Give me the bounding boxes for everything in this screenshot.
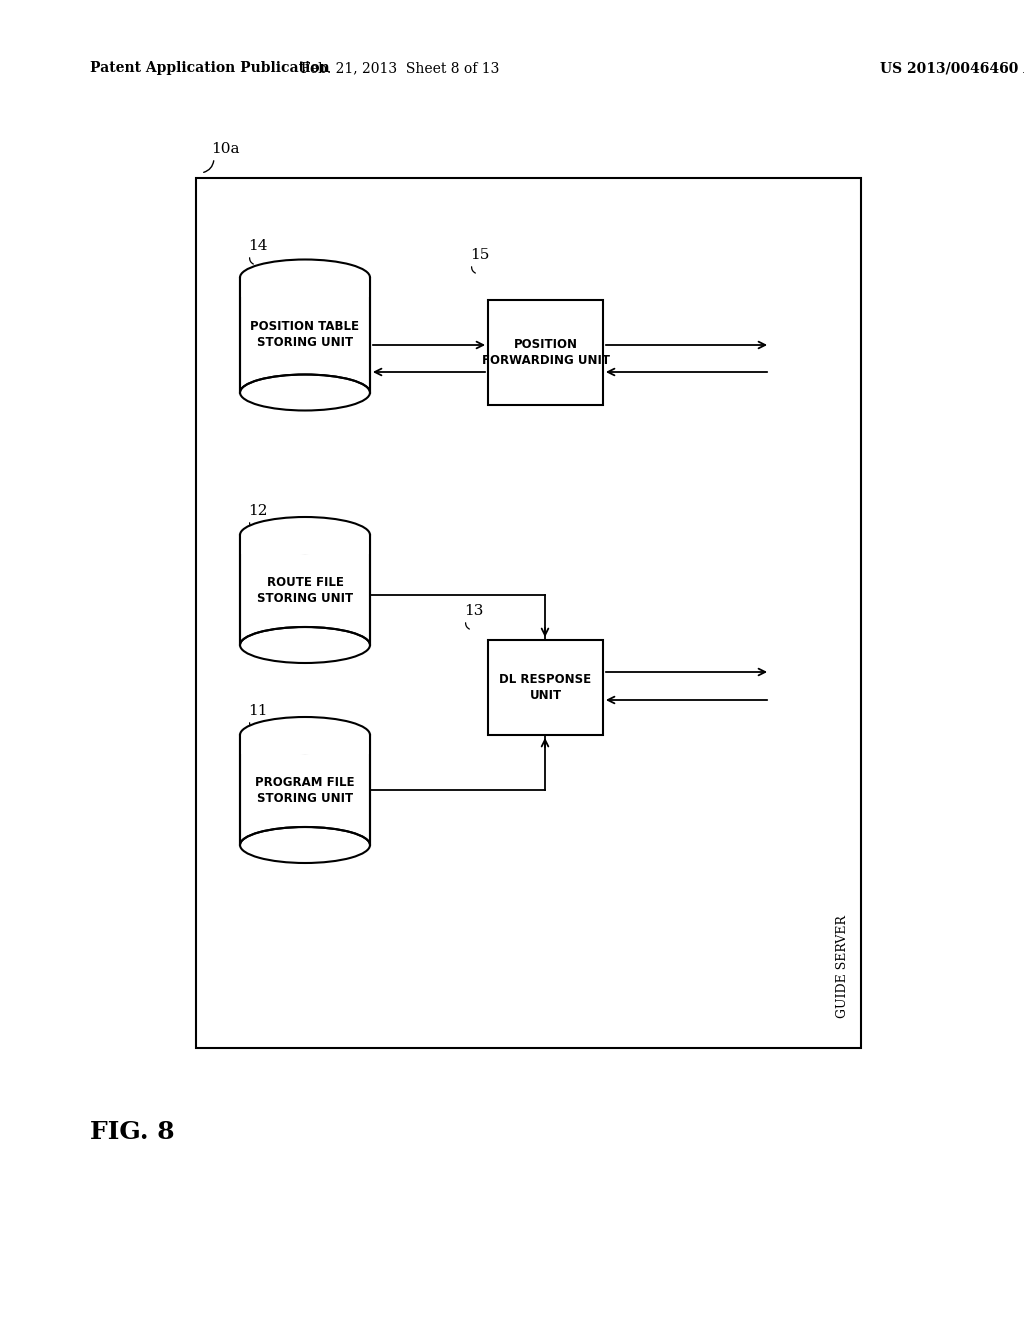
Text: US 2013/0046460 A1: US 2013/0046460 A1	[880, 61, 1024, 75]
Text: ROUTE FILE
STORING UNIT: ROUTE FILE STORING UNIT	[257, 576, 353, 605]
Text: POSITION
FORWARDING UNIT: POSITION FORWARDING UNIT	[481, 338, 609, 367]
Bar	[240, 735, 370, 845]
Bar	[239, 535, 371, 554]
Text: 10a: 10a	[211, 143, 240, 156]
Text: PROGRAM FILE
STORING UNIT: PROGRAM FILE STORING UNIT	[255, 776, 354, 804]
Ellipse shape	[240, 260, 370, 296]
Bar	[488, 640, 603, 735]
Text: 13: 13	[464, 605, 483, 618]
Text: 12: 12	[248, 504, 267, 517]
Bar	[239, 277, 371, 297]
Bar	[240, 277, 370, 392]
Ellipse shape	[240, 517, 370, 553]
Ellipse shape	[240, 828, 370, 863]
Bar	[196, 178, 861, 1048]
Ellipse shape	[240, 627, 370, 663]
Text: GUIDE SERVER: GUIDE SERVER	[837, 915, 850, 1018]
Text: 15: 15	[470, 248, 489, 261]
Bar	[240, 535, 370, 645]
Ellipse shape	[240, 717, 370, 752]
Text: Feb. 21, 2013  Sheet 8 of 13: Feb. 21, 2013 Sheet 8 of 13	[301, 61, 499, 75]
Text: 11: 11	[248, 704, 267, 718]
Text: Patent Application Publication: Patent Application Publication	[90, 61, 330, 75]
Ellipse shape	[240, 375, 370, 411]
Text: 14: 14	[248, 239, 267, 253]
Bar	[239, 735, 371, 754]
Text: FIG. 8: FIG. 8	[90, 1119, 175, 1144]
Text: POSITION TABLE
STORING UNIT: POSITION TABLE STORING UNIT	[251, 321, 359, 350]
Text: DL RESPONSE
UNIT: DL RESPONSE UNIT	[500, 673, 592, 702]
Bar	[488, 300, 603, 405]
